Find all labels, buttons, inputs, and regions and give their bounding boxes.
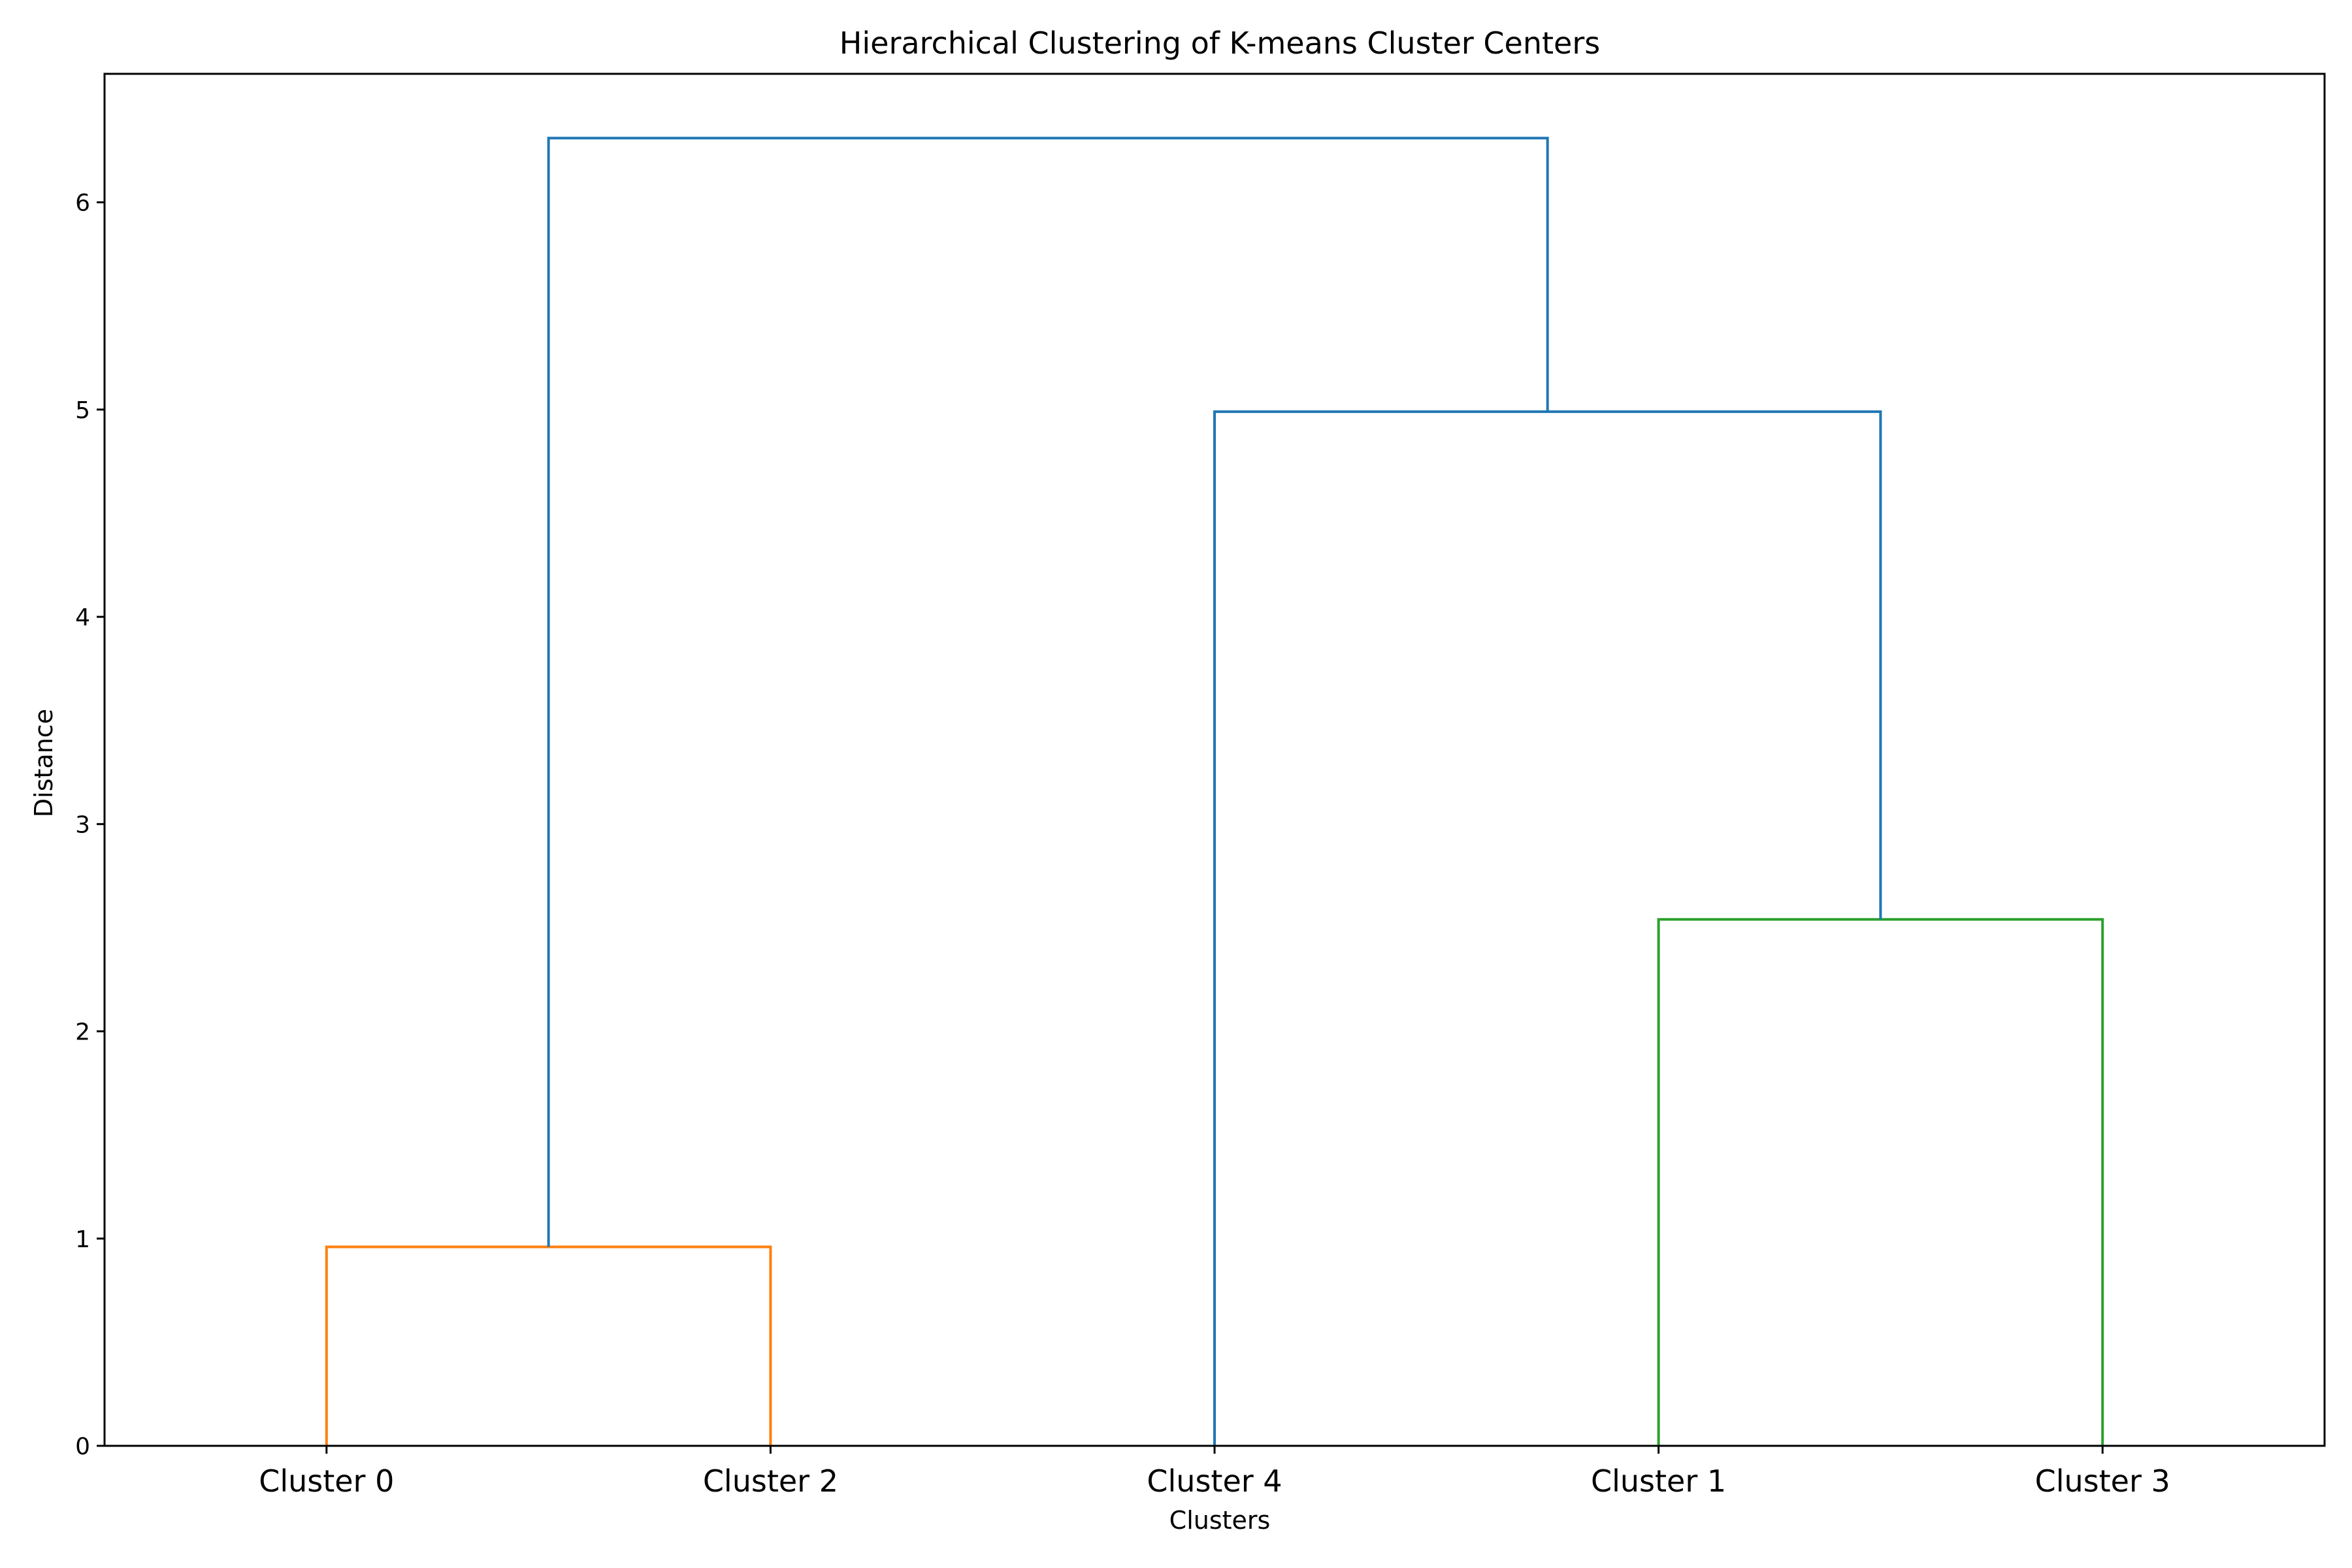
y-tick-label: 4 [75, 604, 90, 631]
y-tick-label: 2 [75, 1019, 90, 1046]
y-tick-label: 6 [75, 190, 90, 217]
x-tick-label: Cluster 2 [703, 1463, 838, 1499]
dendrogram-link-3 [547, 137, 1549, 1247]
x-axis-label: Clusters [1169, 1506, 1271, 1535]
y-tick-label: 0 [75, 1433, 90, 1460]
y-tick-label: 5 [75, 397, 90, 424]
chart-title: Hierarchical Clustering of K-means Clust… [840, 25, 1600, 61]
y-axis-ticks: 0 1 2 3 4 5 6 [75, 190, 105, 1460]
x-tick-label: Cluster 0 [259, 1463, 394, 1499]
x-tick-label: Cluster 1 [1591, 1463, 1726, 1499]
dendrogram-links [325, 137, 2104, 1446]
y-tick-label: 1 [75, 1226, 90, 1253]
x-tick-label: Cluster 4 [1147, 1463, 1282, 1499]
y-axis-label: Distance [29, 709, 58, 817]
x-axis-ticks: Cluster 0 Cluster 2 Cluster 4 Cluster 1 Clus… [259, 1446, 2170, 1499]
x-tick-label: Cluster 3 [2035, 1463, 2170, 1499]
plot-frame [103, 73, 2326, 1447]
y-tick-label: 3 [75, 811, 90, 838]
